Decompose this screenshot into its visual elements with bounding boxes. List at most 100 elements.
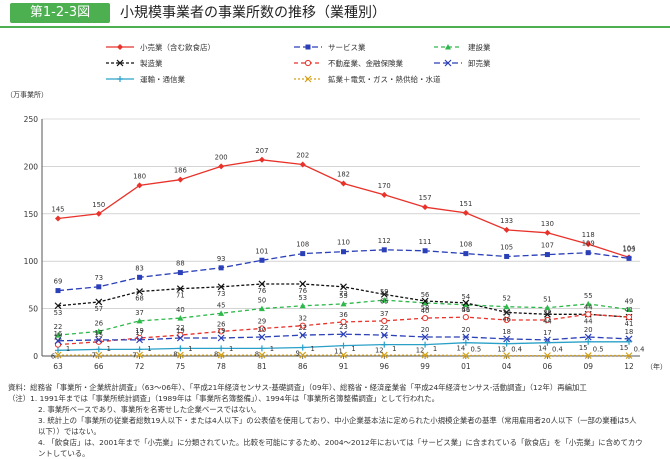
data-point: [55, 332, 61, 338]
data-point: [462, 299, 470, 307]
data-label: 57: [94, 305, 103, 313]
data-point: [55, 215, 61, 222]
data-label: 37: [135, 309, 144, 317]
data-label: 55: [339, 292, 348, 300]
data-point: [341, 249, 346, 255]
data-point: [421, 351, 429, 359]
data-point: [381, 247, 387, 253]
data-label: 26: [217, 320, 226, 328]
data-point: [258, 325, 266, 332]
data-point: [340, 300, 347, 307]
legend-marker: [116, 59, 124, 67]
data-point: [585, 300, 592, 307]
data-label: 6: [51, 352, 55, 360]
data-label: 0.4: [634, 346, 645, 354]
x-tick-label: 04: [502, 362, 512, 371]
data-label: 71: [176, 292, 185, 300]
data-label: 109: [582, 240, 595, 248]
data-label: 1: [66, 345, 70, 353]
data-point: [218, 345, 225, 352]
data-point: [177, 176, 184, 183]
data-label: 133: [500, 217, 513, 225]
data-point: [380, 351, 388, 359]
data-point: [626, 338, 632, 345]
data-label: 15: [579, 344, 588, 352]
data-label: 20: [258, 326, 267, 334]
data-point: [258, 280, 266, 288]
data-label: 41: [625, 320, 634, 328]
data-label: 182: [337, 170, 350, 178]
x-tick-label: 72: [135, 362, 145, 371]
data-label: 44: [584, 317, 593, 325]
data-label: 108: [459, 241, 472, 249]
data-label: 73: [94, 274, 103, 282]
data-point: [380, 290, 388, 298]
data-point: [258, 305, 265, 312]
y-axis-label: （万事業所）: [6, 90, 48, 99]
data-label: 22: [54, 323, 63, 331]
x-tick-label: 01: [461, 362, 471, 371]
x-tick-label: 81: [257, 362, 267, 371]
data-point: [299, 161, 306, 168]
data-label: 76: [258, 287, 267, 295]
data-label: 12: [54, 334, 63, 342]
y-tick-label: 0: [33, 352, 38, 361]
y-tick-label: 150: [24, 210, 39, 219]
data-point: [340, 342, 347, 349]
data-label: 20: [462, 326, 471, 334]
data-label: 93: [217, 255, 226, 263]
x-tick-label: 06: [543, 362, 553, 371]
data-point: [626, 306, 632, 313]
y-tick-label: 200: [24, 162, 39, 171]
data-point: [626, 255, 632, 261]
data-label: 1: [433, 345, 437, 353]
data-label: 157: [419, 194, 432, 202]
data-label: 200: [215, 153, 228, 161]
legend-marker: [445, 44, 451, 50]
data-label: 12: [416, 347, 425, 355]
data-label: 103: [623, 245, 636, 253]
data-label: 104: [623, 244, 636, 252]
data-label: 19: [176, 327, 185, 335]
legend-label: 建設業: [468, 42, 491, 52]
data-label: 0.4: [511, 346, 522, 354]
y-tick-label: 50: [28, 305, 38, 314]
data-label: 12: [375, 347, 384, 355]
data-point: [54, 351, 62, 359]
data-point: [503, 316, 510, 324]
data-label: 49: [625, 298, 634, 306]
data-label: 68: [135, 295, 144, 303]
data-label: 20: [421, 326, 430, 334]
data-point: [381, 317, 388, 325]
data-label: 36: [339, 311, 348, 319]
data-point: [218, 163, 225, 170]
y-tick-label: 250: [24, 115, 39, 124]
data-point: [95, 210, 102, 217]
data-point: [299, 280, 307, 288]
data-label: 1: [107, 345, 111, 353]
data-label: 0.5: [470, 346, 481, 354]
data-point: [55, 288, 61, 294]
data-label: 1: [188, 345, 192, 353]
data-point: [95, 328, 102, 334]
legend-label: サービス業: [328, 42, 366, 52]
x-tick-label: 12: [624, 362, 634, 371]
data-label: 112: [378, 237, 391, 245]
data-label: 56: [462, 306, 471, 314]
data-label: 1: [311, 345, 315, 353]
data-label: 110: [337, 239, 350, 247]
data-point: [544, 352, 551, 360]
data-point: [136, 288, 143, 295]
data-label: 73: [339, 290, 348, 298]
x-tick-label: 09: [583, 362, 593, 371]
data-point: [176, 351, 184, 359]
data-point: [96, 284, 102, 290]
data-point: [258, 333, 266, 341]
series-line: [57, 333, 630, 342]
legend-label: 小売業（含む飲食店）: [140, 42, 215, 52]
data-label: 8: [214, 350, 218, 358]
x-tick-label: 99: [420, 362, 430, 371]
data-label: 40: [421, 307, 430, 315]
data-point: [217, 351, 225, 359]
